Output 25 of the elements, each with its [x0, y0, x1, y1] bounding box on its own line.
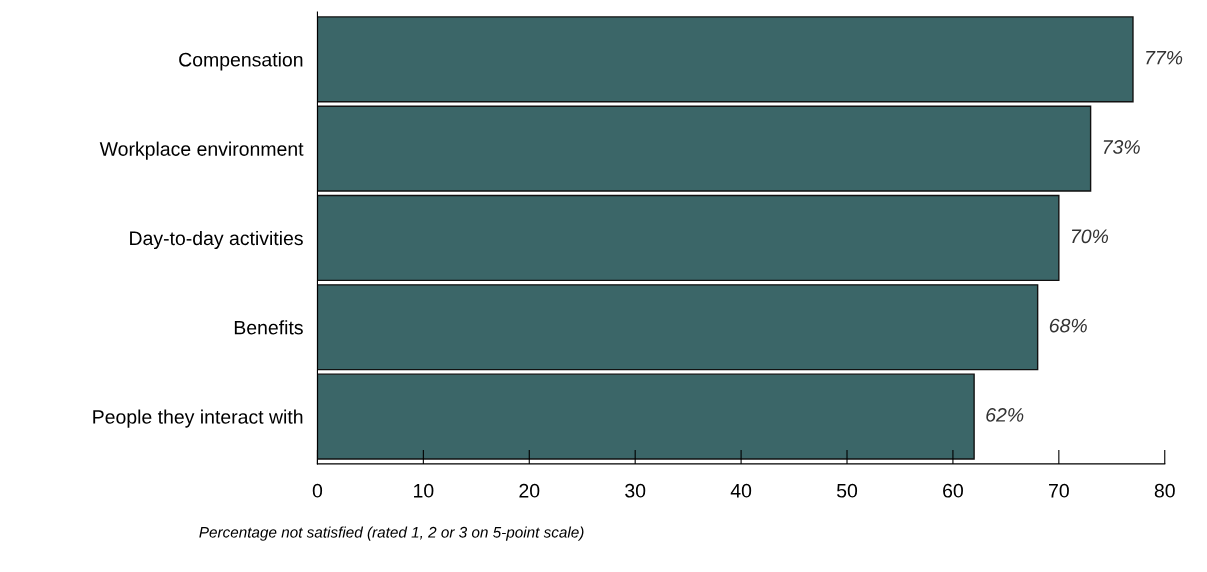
bar — [317, 194, 1060, 282]
x-tick-label: 40 — [730, 483, 752, 498]
x-tick-label: 70 — [1049, 483, 1069, 498]
bar — [317, 16, 1134, 103]
x-tick-label: 0 — [312, 483, 323, 498]
x-tick-label: 30 — [625, 483, 646, 498]
data-label: 77% — [1146, 50, 1183, 65]
x-tick-label: 80 — [1154, 483, 1175, 498]
x-axis-title: Percentage not satisfied (rated 1, 2 or 3 on 5-point scale) — [199, 526, 584, 541]
data-label: 70% — [1071, 229, 1109, 244]
x-tick-label: 60 — [943, 483, 963, 498]
bar — [317, 284, 1039, 371]
y-tick-label: Day-to-day activities — [130, 230, 303, 250]
data-label: 73% — [1103, 140, 1140, 154]
x-tick-label: 50 — [836, 483, 858, 498]
y-tick-label: Benefits — [234, 320, 303, 335]
data-label: 62% — [986, 408, 1024, 422]
bar — [317, 105, 1092, 192]
x-tick-label: 10 — [414, 483, 434, 498]
data-label: 68% — [1049, 318, 1087, 333]
y-tick-label: People they interact with — [93, 409, 303, 428]
y-tick-label: Compensation — [179, 52, 303, 71]
y-tick-label: Workplace environment — [99, 141, 304, 160]
bar — [317, 373, 975, 460]
x-tick-label: 20 — [519, 483, 540, 498]
